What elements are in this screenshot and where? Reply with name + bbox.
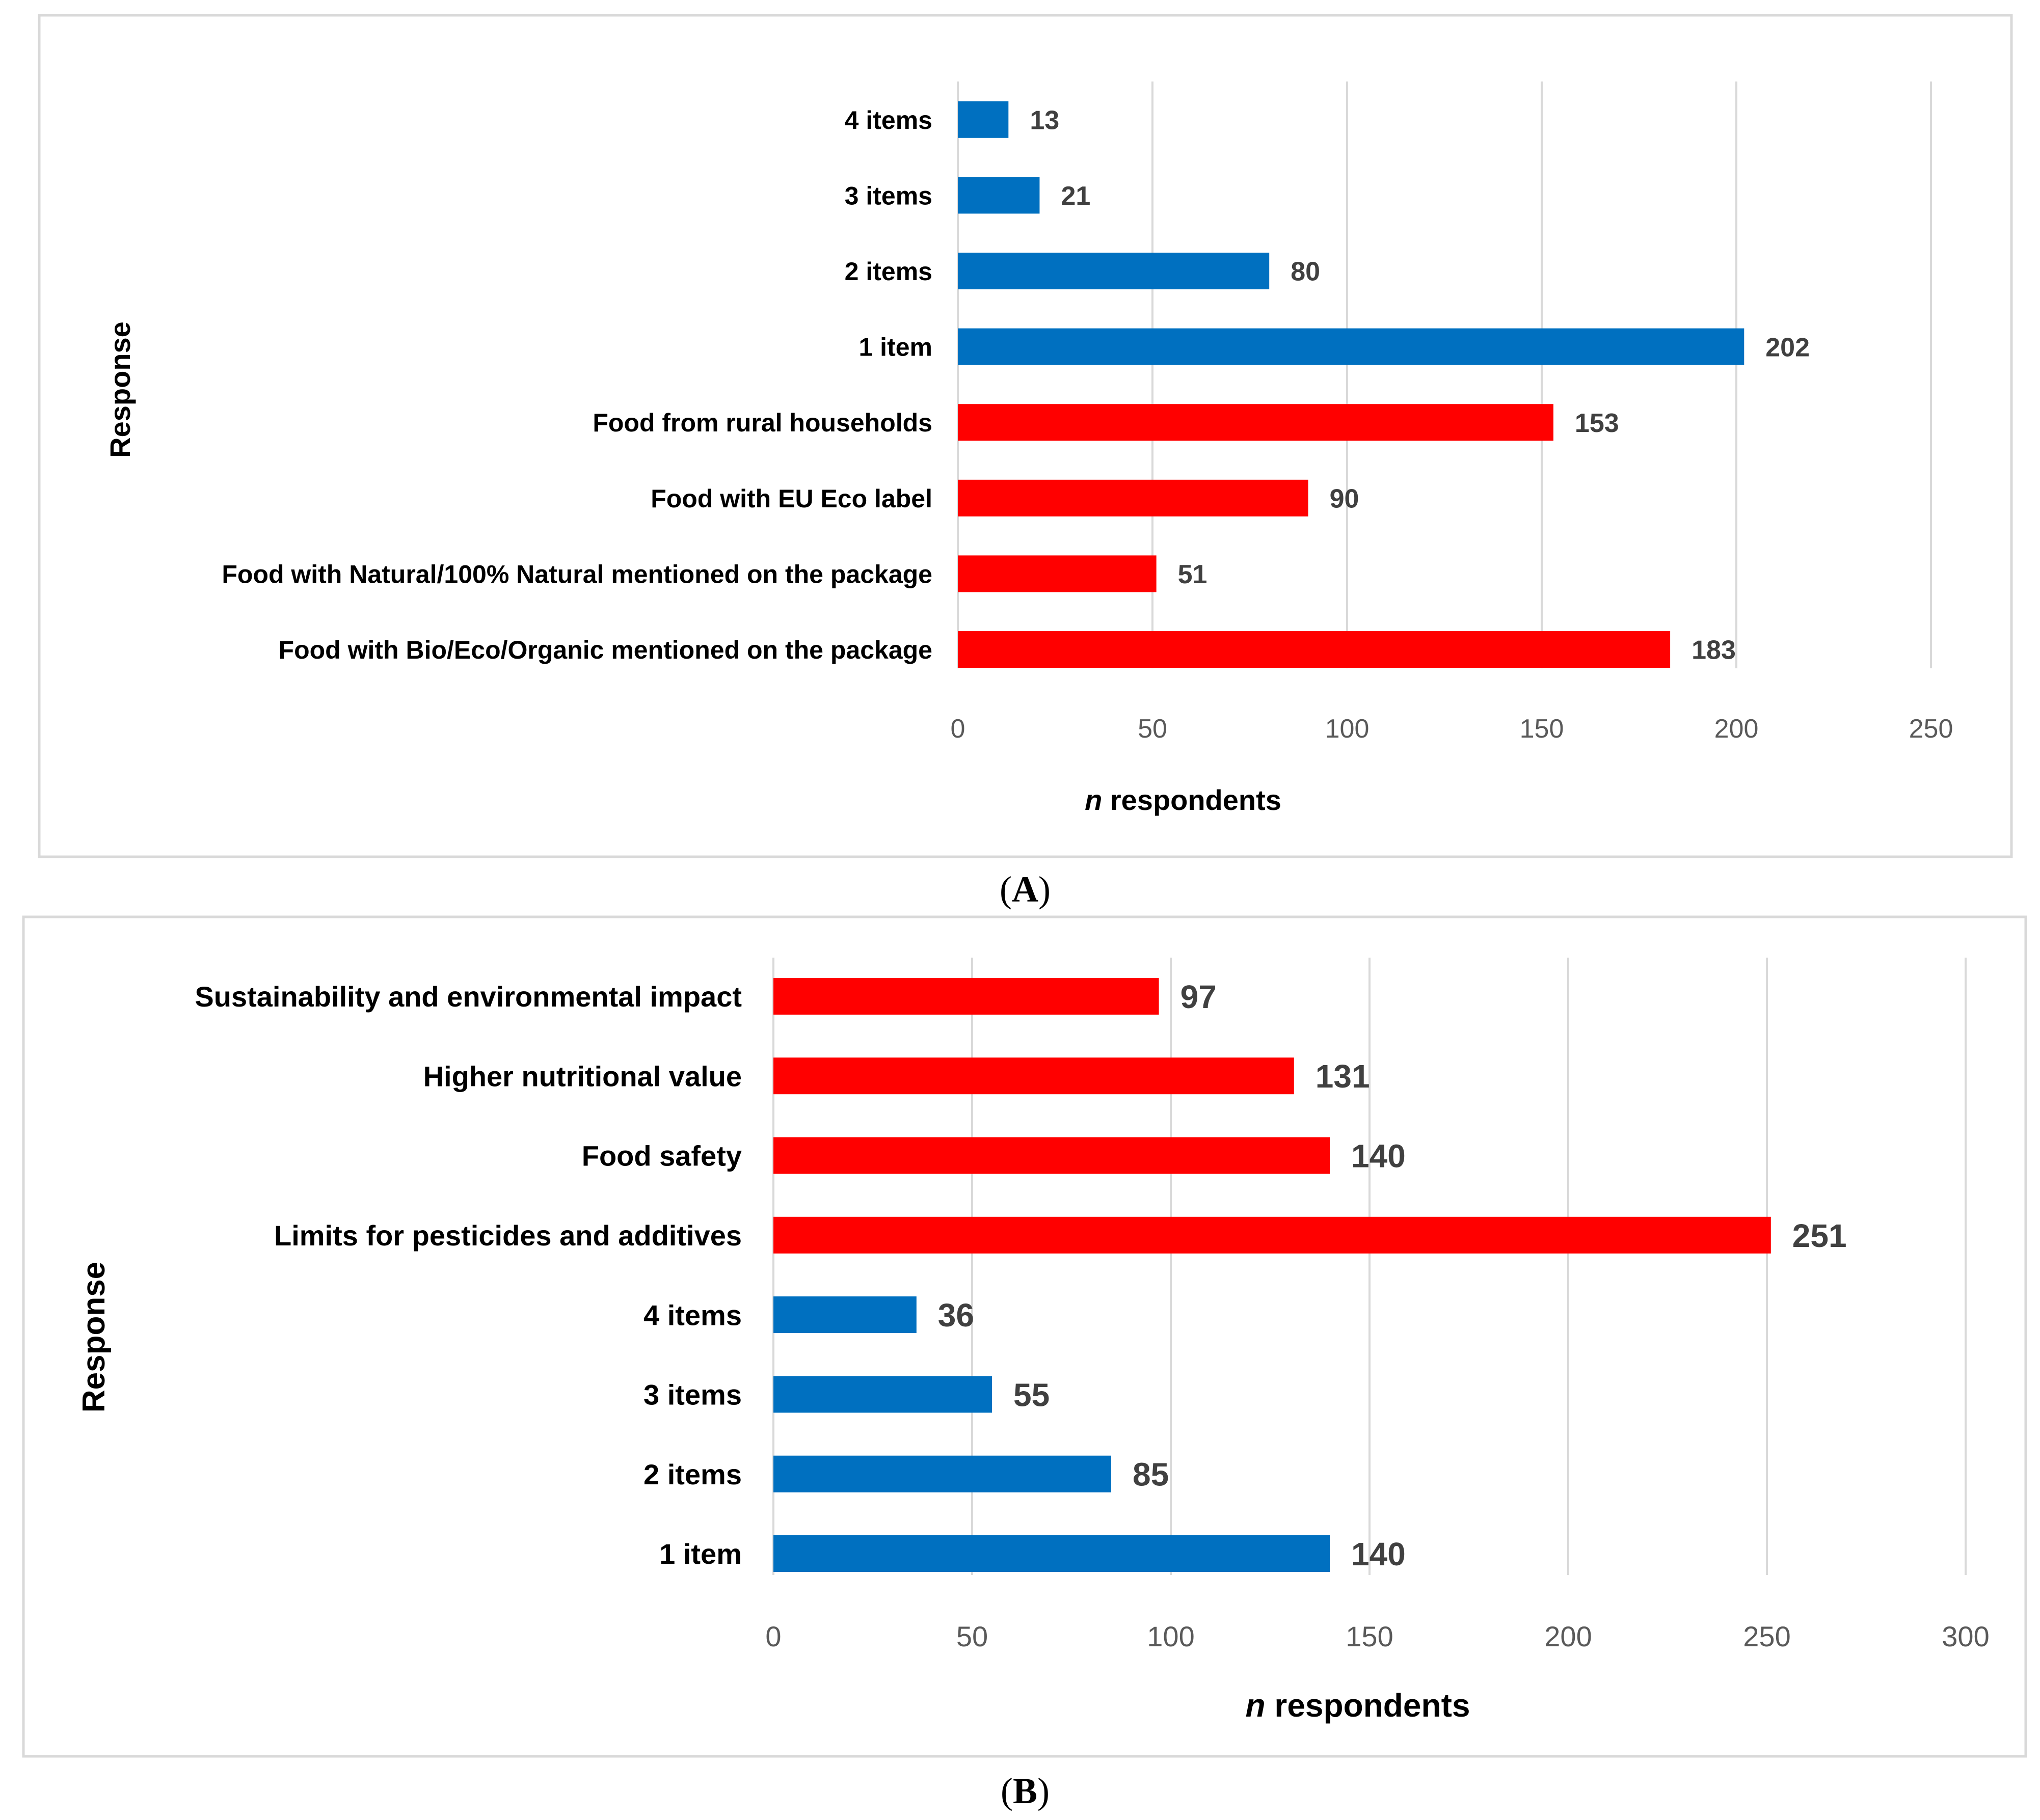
panel-b-bar — [773, 1216, 1771, 1254]
panel-a-bar — [958, 177, 1040, 214]
panel-b-data-label: 36 — [938, 1297, 974, 1334]
panel-a-x-tick-label: 0 — [951, 714, 965, 744]
panel-b-bar — [773, 1137, 1330, 1174]
panel-b-category-label: Higher nutritional value — [423, 1060, 742, 1092]
panel-a-caption: (A) — [1000, 869, 1051, 910]
panel-b-category-label: 4 items — [643, 1299, 742, 1331]
panel-b-data-label: 140 — [1351, 1536, 1406, 1572]
panel-a-bar — [958, 328, 1744, 365]
panel-b-x-tick-label: 300 — [1942, 1620, 1989, 1652]
panel-b-category-label: 1 item — [659, 1538, 742, 1570]
panel-b-bar — [773, 1455, 1111, 1492]
panel-b-x-axis-title-italic: n — [1246, 1687, 1266, 1724]
panel-b-caption-letter: B — [1013, 1771, 1037, 1811]
panel-b-frame — [22, 915, 2027, 1758]
panel-a-x-tick-label: 200 — [1714, 714, 1759, 744]
panel-b-caption: (B) — [1001, 1771, 1050, 1811]
panel-b-category-label: Sustainability and environmental impact — [195, 981, 742, 1013]
panel-a-bar — [958, 555, 1157, 592]
panel-b-data-label: 97 — [1180, 979, 1217, 1015]
panel-b: 140 85 55 36 251 140 131 97 1 item 2 items 3 item… — [22, 915, 2027, 1758]
panel-a-caption-letter: A — [1012, 869, 1038, 910]
panel-a-category-label: 3 items — [845, 181, 932, 210]
panel-b-data-label: 140 — [1351, 1138, 1406, 1175]
panel-a-bars — [958, 101, 1744, 668]
panel-b-y-axis-title: Response — [76, 1262, 112, 1412]
panel-a-data-label: 183 — [1692, 636, 1736, 665]
panel-a-bar — [958, 101, 1009, 138]
panel-a-x-tick-label: 150 — [1520, 714, 1564, 744]
panel-a-data-label: 153 — [1575, 409, 1619, 438]
panel-b-value-labels: 140 85 55 36 251 140 131 97 — [938, 979, 1847, 1572]
panel-a-category-label: 1 item — [858, 333, 932, 362]
panel-b-x-axis-title-text: respondents — [1266, 1687, 1470, 1724]
panel-a-category-label: 2 items — [845, 257, 932, 286]
panel-a-bar — [958, 631, 1671, 668]
panel-a-tick-labels: 0 50 100 150 200 250 — [951, 714, 1953, 744]
panel-b-x-tick-label: 150 — [1346, 1620, 1393, 1652]
panel-b-x-axis-title: n respondents — [1246, 1687, 1470, 1724]
panel-b-category-label: 2 items — [643, 1458, 742, 1490]
panel-a-data-label: 21 — [1061, 181, 1090, 211]
panel-a: 183 51 90 153 202 80 21 13 Food with Bio/Eco/Or… — [38, 14, 2013, 858]
panel-b-x-tick-label: 250 — [1743, 1620, 1790, 1652]
panel-b-category-label: Food safety — [582, 1140, 742, 1172]
panel-b-category-label: Limits for pesticides and additives — [274, 1219, 742, 1252]
panel-a-x-tick-label: 100 — [1325, 714, 1370, 744]
panel-b-bar — [773, 977, 1159, 1015]
panel-a-category-labels: Food with Bio/Eco/Organic mentioned on t… — [222, 106, 932, 664]
panel-b-x-tick-label: 100 — [1147, 1620, 1194, 1652]
panel-a-y-axis-title: Response — [104, 321, 136, 458]
panel-a-category-label: 4 items — [845, 106, 932, 134]
panel-b-bar — [773, 1376, 992, 1413]
panel-a-data-label: 90 — [1330, 484, 1359, 514]
panel-b-x-tick-label: 0 — [765, 1620, 781, 1652]
panel-a-bar — [958, 253, 1270, 289]
panel-a-data-label: 13 — [1030, 106, 1059, 135]
panel-b-category-labels: 1 item 2 items 3 items 4 items Limits for pe… — [195, 981, 742, 1570]
panel-a-category-label: Food from rural households — [593, 409, 932, 437]
panel-a-category-label: Food with Bio/Eco/Organic mentioned on t… — [279, 636, 932, 664]
panel-b-bars — [773, 977, 1771, 1572]
panel-b-bar — [773, 1296, 917, 1334]
panel-b-data-label: 85 — [1133, 1456, 1169, 1493]
panel-a-bar — [958, 404, 1553, 441]
panel-a-value-labels: 183 51 90 153 202 80 21 13 — [1030, 106, 1810, 665]
panel-a-x-tick-label: 250 — [1909, 714, 1953, 744]
panel-a-x-axis-title-text: respondents — [1102, 784, 1281, 816]
panel-b-category-label: 3 items — [643, 1379, 742, 1411]
panel-b-data-label: 55 — [1013, 1376, 1050, 1413]
panel-a-data-label: 80 — [1291, 257, 1320, 287]
panel-b-x-tick-label: 200 — [1544, 1620, 1592, 1652]
panel-b-data-label: 251 — [1792, 1217, 1847, 1254]
panel-b-tick-labels: 0 50 100 150 200 250 300 — [765, 1620, 1989, 1652]
panel-a-x-axis-title: n respondents — [1085, 784, 1281, 816]
panel-a-category-label: Food with EU Eco label — [651, 484, 932, 513]
panel-b-x-tick-label: 50 — [956, 1620, 988, 1652]
panel-a-data-label: 202 — [1765, 333, 1810, 362]
panel-b-bar — [773, 1535, 1330, 1572]
panel-a-data-label: 51 — [1178, 560, 1207, 589]
panel-b-bar — [773, 1057, 1294, 1095]
panel-a-x-axis-title-italic: n — [1085, 784, 1102, 816]
panel-a-bar — [958, 479, 1308, 517]
panel-b-data-label: 131 — [1316, 1058, 1370, 1095]
panel-a-x-tick-label: 50 — [1138, 714, 1167, 744]
panel-a-category-label: Food with Natural/100% Natural mentioned… — [222, 560, 932, 588]
